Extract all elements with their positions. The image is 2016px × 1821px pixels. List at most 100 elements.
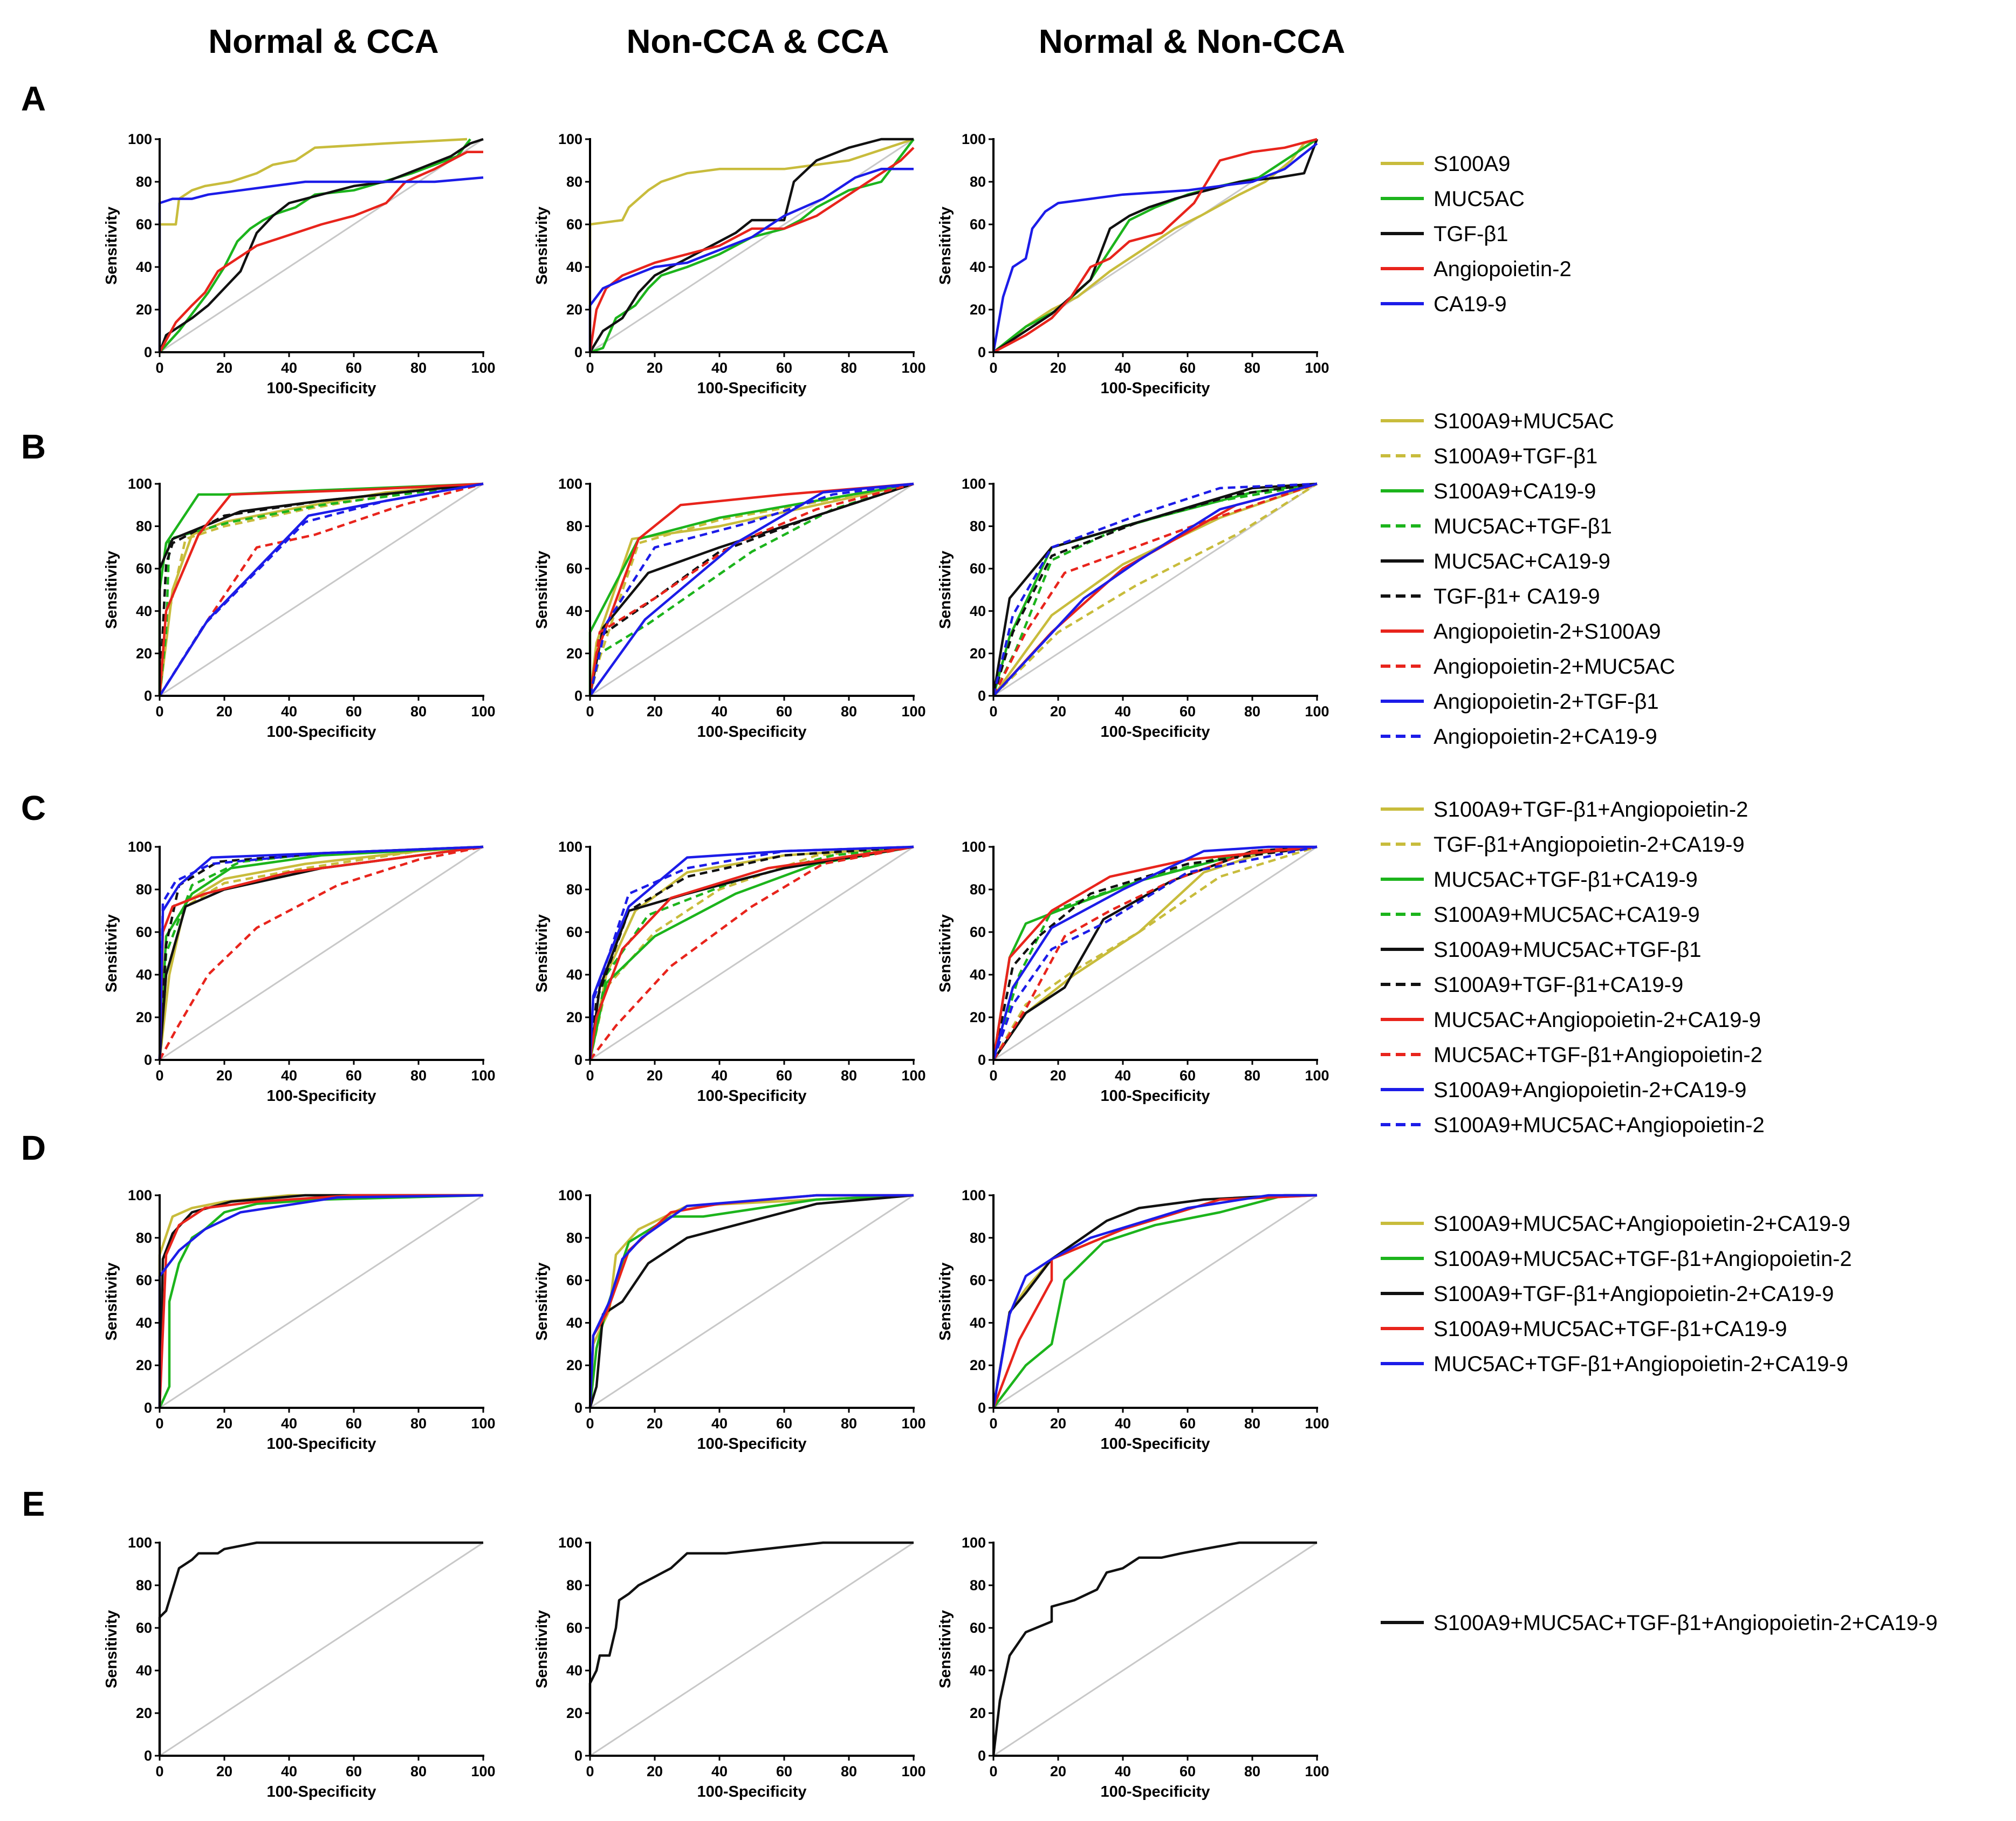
x-tick-label: 60: [346, 1067, 362, 1084]
legend-label: S100A9+MUC5AC+Angiopoietin-2+CA19-9: [1434, 1212, 1850, 1236]
x-tick-label: 40: [711, 1415, 728, 1432]
x-tick-label: 100: [901, 703, 925, 720]
roc-curve-angiopoietin-2-tgf-1: [589, 482, 914, 697]
y-tick-label: 40: [566, 603, 582, 619]
y-tick-label: 40: [566, 1662, 582, 1679]
y-tick-label: 60: [136, 924, 152, 940]
roc-curve-s100a9-angiopoietin-2-ca19-9: [588, 845, 914, 1060]
roc-curve-muc5ac: [992, 138, 1318, 353]
x-tick-label: 0: [586, 703, 594, 720]
y-axis-label: Sensitivity: [103, 914, 120, 992]
legend-label: TGF-β1: [1434, 222, 1508, 246]
roc-panel-b-normal-noncca: 00 20 20 40 40 60 60 80 80 100 100 100-Specificity S…: [937, 476, 1329, 741]
y-tick-label: 20: [970, 1357, 986, 1373]
y-tick-label: 40: [136, 603, 152, 619]
x-axis-label: 100-Specificity: [1100, 723, 1210, 741]
y-tick-label: 40: [566, 259, 582, 275]
roc-curve-s100a9-muc5ac-tgf-1: [588, 845, 914, 1060]
y-tick-label: 80: [136, 881, 152, 898]
x-axis-label: 100-Specificity: [266, 1435, 376, 1453]
roc-curve-tgf-1: [992, 139, 1319, 353]
x-tick-label: 20: [647, 1067, 663, 1084]
y-tick-label: 20: [970, 1009, 986, 1025]
y-tick-label: 80: [970, 1577, 986, 1593]
roc-curve-s100a9-muc5ac-tgf-1-angiopoietin-2-ca19-9: [588, 1541, 914, 1756]
y-tick-label: 20: [136, 302, 152, 318]
y-tick-label: 0: [978, 688, 986, 704]
y-tick-label: 80: [970, 518, 986, 535]
legend-label: S100A9+Angiopoietin-2+CA19-9: [1434, 1078, 1746, 1102]
x-tick-label: 40: [281, 703, 297, 720]
x-axis-label: 100-Specificity: [266, 1087, 376, 1105]
y-tick-label: 60: [566, 1272, 582, 1289]
y-tick-label: 80: [566, 881, 582, 898]
roc-panel-d-noncca-cca: 00 20 20 40 40 60 60 80 80 100 100 100-Specificity S…: [533, 1187, 926, 1453]
x-tick-label: 100: [471, 1415, 495, 1432]
y-tick-label: 80: [136, 1230, 152, 1246]
legend-label: S100A9+MUC5AC+Angiopoietin-2: [1434, 1113, 1765, 1137]
legend-row-c: S100A9+TGF-β1+Angiopoietin-2 TGF-β1+Angio…: [1381, 798, 1765, 1137]
x-tick-label: 20: [647, 1415, 663, 1432]
legend-label: TGF-β1+Angiopoietin-2+CA19-9: [1434, 833, 1745, 857]
y-tick-label: 60: [136, 216, 152, 232]
roc-panel-c-noncca-cca: 00 20 20 40 40 60 60 80 80 100 100 100-Specificity S…: [533, 839, 926, 1105]
x-tick-label: 20: [1050, 1415, 1066, 1432]
reference-diagonal-line: [993, 846, 1318, 1061]
x-tick-label: 100: [1305, 1067, 1329, 1084]
x-tick-label: 20: [1050, 360, 1066, 376]
roc-curve-ca19-9: [158, 176, 484, 352]
x-axis-label: 100-Specificity: [1100, 1087, 1210, 1105]
x-tick-label: 60: [776, 360, 792, 376]
y-tick-label: 20: [970, 1705, 986, 1721]
legend-row-b: S100A9+MUC5AC S100A9+TGF-β1 S100A9+CA19-9 M…: [1381, 409, 1675, 749]
y-tick-label: 20: [136, 645, 152, 661]
row-label-d: D: [21, 1128, 46, 1167]
y-axis-label: Sensitivity: [533, 207, 551, 285]
x-axis-label: 100-Specificity: [266, 1783, 376, 1801]
legend-label: MUC5AC+Angiopoietin-2+CA19-9: [1434, 1008, 1761, 1032]
y-tick-label: 40: [970, 603, 986, 619]
reference-diagonal-line: [589, 138, 914, 353]
legend-row-d: S100A9+MUC5AC+Angiopoietin-2+CA19-9 S100A…: [1381, 1212, 1852, 1376]
y-tick-label: 60: [566, 560, 582, 577]
roc-panel-a-noncca-cca: 00 20 20 40 40 60 60 80 80 100 100 100-Specificity S…: [533, 131, 926, 397]
reference-diagonal-line: [159, 138, 484, 353]
roc-curve-s100a9-tgf-1-angiopoietin-2-ca19-9: [158, 1194, 483, 1408]
y-tick-label: 0: [574, 1400, 582, 1416]
roc-panel-b-noncca-cca: 00 20 20 40 40 60 60 80 80 100 100 100-Specificity S…: [533, 476, 926, 741]
x-tick-label: 40: [281, 360, 297, 376]
y-tick-label: 20: [566, 1357, 582, 1373]
y-tick-label: 0: [574, 1748, 582, 1764]
roc-curve-s100a9-tgf-1: [158, 482, 484, 696]
roc-curve-angiopoietin-2: [588, 147, 915, 353]
y-axis-label: Sensitivity: [103, 1610, 120, 1688]
x-tick-label: 100: [901, 360, 925, 376]
roc-panel-c-normal-cca: 00 20 20 40 40 60 60 80 80 100 100 100-Specificity S…: [103, 839, 496, 1105]
roc-curve-s100a9-muc5ac-tgf-1-angiopoietin-2-ca19-9: [158, 1541, 483, 1756]
roc-curve-s100a9-tgf-1: [588, 482, 914, 696]
y-tick-label: 60: [970, 560, 986, 577]
roc-panel-e-normal-cca: 00 20 20 40 40 60 60 80 80 100 100 100-Specificity S…: [103, 1535, 496, 1801]
roc-curve-s100a9-muc5ac-tgf-1-ca19-9: [158, 1194, 483, 1408]
legend-label: MUC5AC+CA19-9: [1434, 550, 1610, 573]
x-tick-label: 100: [901, 1415, 925, 1432]
y-tick-label: 40: [136, 967, 152, 983]
roc-curve-muc5ac-tgf-1-angiopoietin-2: [589, 845, 914, 1061]
x-tick-label: 40: [711, 1763, 728, 1779]
roc-panel-a-normal-cca: 00 20 20 40 40 60 60 80 80 100 100 100-Specificity S…: [103, 131, 496, 397]
roc-curve-muc5ac-angiopoietin-2-ca19-9: [992, 845, 1318, 1060]
row-label-e: E: [22, 1484, 45, 1523]
roc-curve-angiopoietin-2-ca19-9: [159, 482, 484, 697]
x-tick-label: 60: [346, 1763, 362, 1779]
y-tick-label: 100: [962, 476, 986, 492]
roc-curve-ca19-9: [992, 142, 1318, 353]
legend-label: S100A9+TGF-β1+Angiopoietin-2+CA19-9: [1434, 1282, 1834, 1306]
roc-curve-s100a9-muc5ac-tgf-1-angiopoietin-2: [992, 1194, 1317, 1409]
reference-diagonal-line: [589, 846, 914, 1061]
roc-curve-tgf-1: [158, 138, 484, 353]
roc-curve-s100a9-angiopoietin-2-ca19-9: [992, 845, 1317, 1060]
x-tick-label: 40: [1115, 360, 1131, 376]
reference-diagonal-line: [589, 1542, 914, 1757]
roc-curve-muc5ac: [589, 138, 915, 354]
y-tick-label: 60: [566, 924, 582, 940]
